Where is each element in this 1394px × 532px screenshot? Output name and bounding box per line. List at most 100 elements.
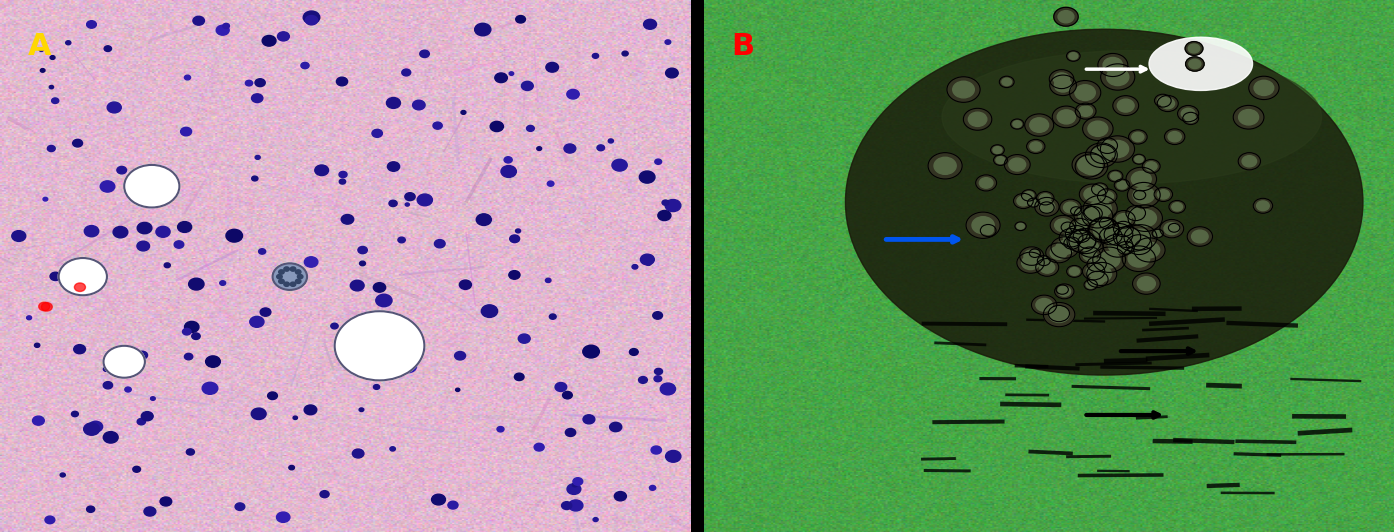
Circle shape bbox=[1064, 232, 1079, 244]
Circle shape bbox=[1066, 265, 1082, 277]
Circle shape bbox=[966, 212, 999, 238]
Circle shape bbox=[1064, 224, 1072, 231]
Circle shape bbox=[1026, 139, 1046, 154]
Circle shape bbox=[1059, 229, 1083, 247]
Circle shape bbox=[1059, 199, 1082, 216]
Circle shape bbox=[650, 486, 655, 491]
Circle shape bbox=[32, 416, 45, 425]
Circle shape bbox=[1185, 114, 1196, 122]
Circle shape bbox=[50, 272, 61, 280]
Circle shape bbox=[969, 112, 987, 127]
Circle shape bbox=[103, 346, 145, 378]
Circle shape bbox=[84, 423, 100, 435]
Circle shape bbox=[521, 81, 534, 90]
Circle shape bbox=[1050, 75, 1076, 96]
Circle shape bbox=[304, 257, 318, 267]
Circle shape bbox=[358, 246, 368, 254]
Circle shape bbox=[1139, 242, 1160, 258]
Circle shape bbox=[1057, 285, 1068, 294]
Circle shape bbox=[144, 507, 156, 516]
Circle shape bbox=[26, 316, 32, 320]
Circle shape bbox=[640, 254, 654, 265]
Circle shape bbox=[1043, 302, 1075, 327]
Circle shape bbox=[1126, 205, 1146, 221]
Circle shape bbox=[1050, 246, 1066, 259]
Circle shape bbox=[566, 428, 576, 436]
Circle shape bbox=[376, 294, 392, 307]
Circle shape bbox=[276, 512, 290, 522]
Circle shape bbox=[1186, 57, 1204, 71]
Circle shape bbox=[284, 282, 290, 286]
Circle shape bbox=[39, 302, 50, 311]
Circle shape bbox=[187, 449, 194, 455]
Circle shape bbox=[1114, 221, 1133, 237]
Circle shape bbox=[1072, 208, 1080, 214]
Circle shape bbox=[1108, 238, 1128, 253]
Circle shape bbox=[1022, 189, 1036, 201]
Circle shape bbox=[279, 270, 284, 274]
Circle shape bbox=[330, 323, 339, 329]
Circle shape bbox=[71, 411, 78, 417]
Circle shape bbox=[1069, 53, 1078, 60]
Circle shape bbox=[103, 381, 113, 389]
Circle shape bbox=[608, 139, 613, 143]
Circle shape bbox=[335, 311, 424, 380]
Circle shape bbox=[406, 203, 410, 206]
Circle shape bbox=[74, 345, 85, 354]
Circle shape bbox=[388, 162, 400, 171]
Circle shape bbox=[1117, 214, 1131, 225]
Circle shape bbox=[534, 443, 544, 451]
Circle shape bbox=[1048, 306, 1069, 322]
Circle shape bbox=[1075, 154, 1108, 179]
Circle shape bbox=[972, 217, 994, 234]
Circle shape bbox=[184, 353, 192, 360]
Circle shape bbox=[952, 81, 974, 98]
Circle shape bbox=[1171, 225, 1178, 231]
Circle shape bbox=[447, 501, 459, 509]
Circle shape bbox=[1037, 256, 1050, 265]
Circle shape bbox=[1076, 232, 1087, 240]
Circle shape bbox=[1161, 98, 1175, 109]
Circle shape bbox=[137, 351, 148, 359]
Circle shape bbox=[188, 278, 204, 290]
Circle shape bbox=[273, 263, 307, 290]
Circle shape bbox=[1178, 105, 1199, 122]
Circle shape bbox=[1040, 194, 1051, 203]
Circle shape bbox=[1154, 187, 1172, 202]
Circle shape bbox=[1170, 201, 1185, 213]
Circle shape bbox=[259, 249, 266, 254]
Circle shape bbox=[1188, 44, 1200, 53]
Circle shape bbox=[59, 258, 107, 295]
Circle shape bbox=[1182, 112, 1199, 124]
Circle shape bbox=[995, 156, 1005, 163]
Circle shape bbox=[612, 159, 627, 171]
Circle shape bbox=[184, 321, 199, 332]
Circle shape bbox=[192, 16, 205, 25]
Circle shape bbox=[124, 165, 180, 207]
Text: B: B bbox=[732, 32, 754, 61]
Circle shape bbox=[1073, 221, 1086, 231]
Circle shape bbox=[1128, 205, 1163, 231]
Circle shape bbox=[390, 447, 396, 451]
Circle shape bbox=[350, 280, 364, 291]
Circle shape bbox=[1069, 228, 1083, 239]
Circle shape bbox=[74, 283, 85, 292]
Circle shape bbox=[1054, 79, 1072, 92]
Circle shape bbox=[1054, 73, 1069, 85]
Circle shape bbox=[1051, 237, 1079, 258]
Circle shape bbox=[1132, 171, 1151, 187]
Circle shape bbox=[461, 111, 466, 114]
Circle shape bbox=[1101, 220, 1111, 227]
Circle shape bbox=[474, 23, 491, 36]
Circle shape bbox=[1157, 190, 1170, 199]
Circle shape bbox=[1117, 181, 1128, 189]
Circle shape bbox=[137, 419, 145, 425]
Circle shape bbox=[609, 422, 622, 431]
Circle shape bbox=[549, 314, 556, 319]
Circle shape bbox=[1083, 195, 1117, 222]
Circle shape bbox=[1135, 210, 1157, 227]
Circle shape bbox=[141, 412, 153, 421]
Circle shape bbox=[1110, 227, 1128, 242]
Circle shape bbox=[1032, 251, 1039, 256]
Circle shape bbox=[567, 89, 580, 99]
